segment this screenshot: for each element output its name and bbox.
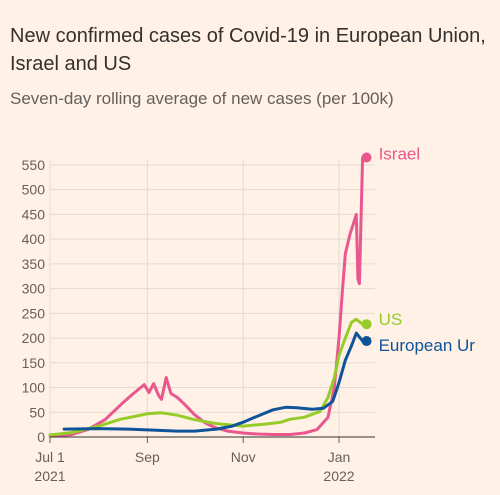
series-label: European Ur xyxy=(379,336,476,355)
y-tick-label: 200 xyxy=(22,330,46,346)
y-tick-label: 50 xyxy=(29,404,45,420)
x-tick-label: Nov xyxy=(231,449,256,465)
y-tick-label: 100 xyxy=(22,380,46,396)
x-tick-label: Sep xyxy=(135,449,160,465)
x-tick-sublabel: 2021 xyxy=(34,468,65,484)
x-tick-label: Jul 1 xyxy=(35,449,65,465)
y-tick-label: 150 xyxy=(22,355,46,371)
series-label: Israel xyxy=(379,145,421,164)
series-line xyxy=(48,317,365,437)
x-tick-sublabel: 2022 xyxy=(323,468,354,484)
series-label: US xyxy=(379,310,403,329)
series-end-marker xyxy=(361,319,372,330)
y-tick-label: 0 xyxy=(37,429,45,445)
grid-layer xyxy=(49,160,375,438)
y-tick-label: 250 xyxy=(22,305,46,321)
axis-layer: 0 50 100 150 200 250 300 350 400 450 500 550 Jul 1 20… xyxy=(22,157,375,484)
series-line xyxy=(62,331,365,433)
y-tick-label: 500 xyxy=(22,182,46,198)
y-tick-label: 550 xyxy=(22,157,46,173)
y-tick-label: 450 xyxy=(22,206,46,222)
series-layer: Israel US European Ur xyxy=(48,145,476,438)
series-line xyxy=(48,156,365,438)
chart-title: New confirmed cases of Covid-19 in Europ… xyxy=(10,25,486,75)
series-end-marker xyxy=(361,336,372,347)
y-tick-label: 350 xyxy=(22,256,46,272)
y-tick-label: 300 xyxy=(22,281,46,297)
series-end-marker xyxy=(361,152,372,163)
x-tick-label: Jan xyxy=(328,449,351,465)
y-tick-label: 400 xyxy=(22,231,46,247)
chart-subtitle: Seven-day rolling average of new cases (… xyxy=(10,89,394,108)
